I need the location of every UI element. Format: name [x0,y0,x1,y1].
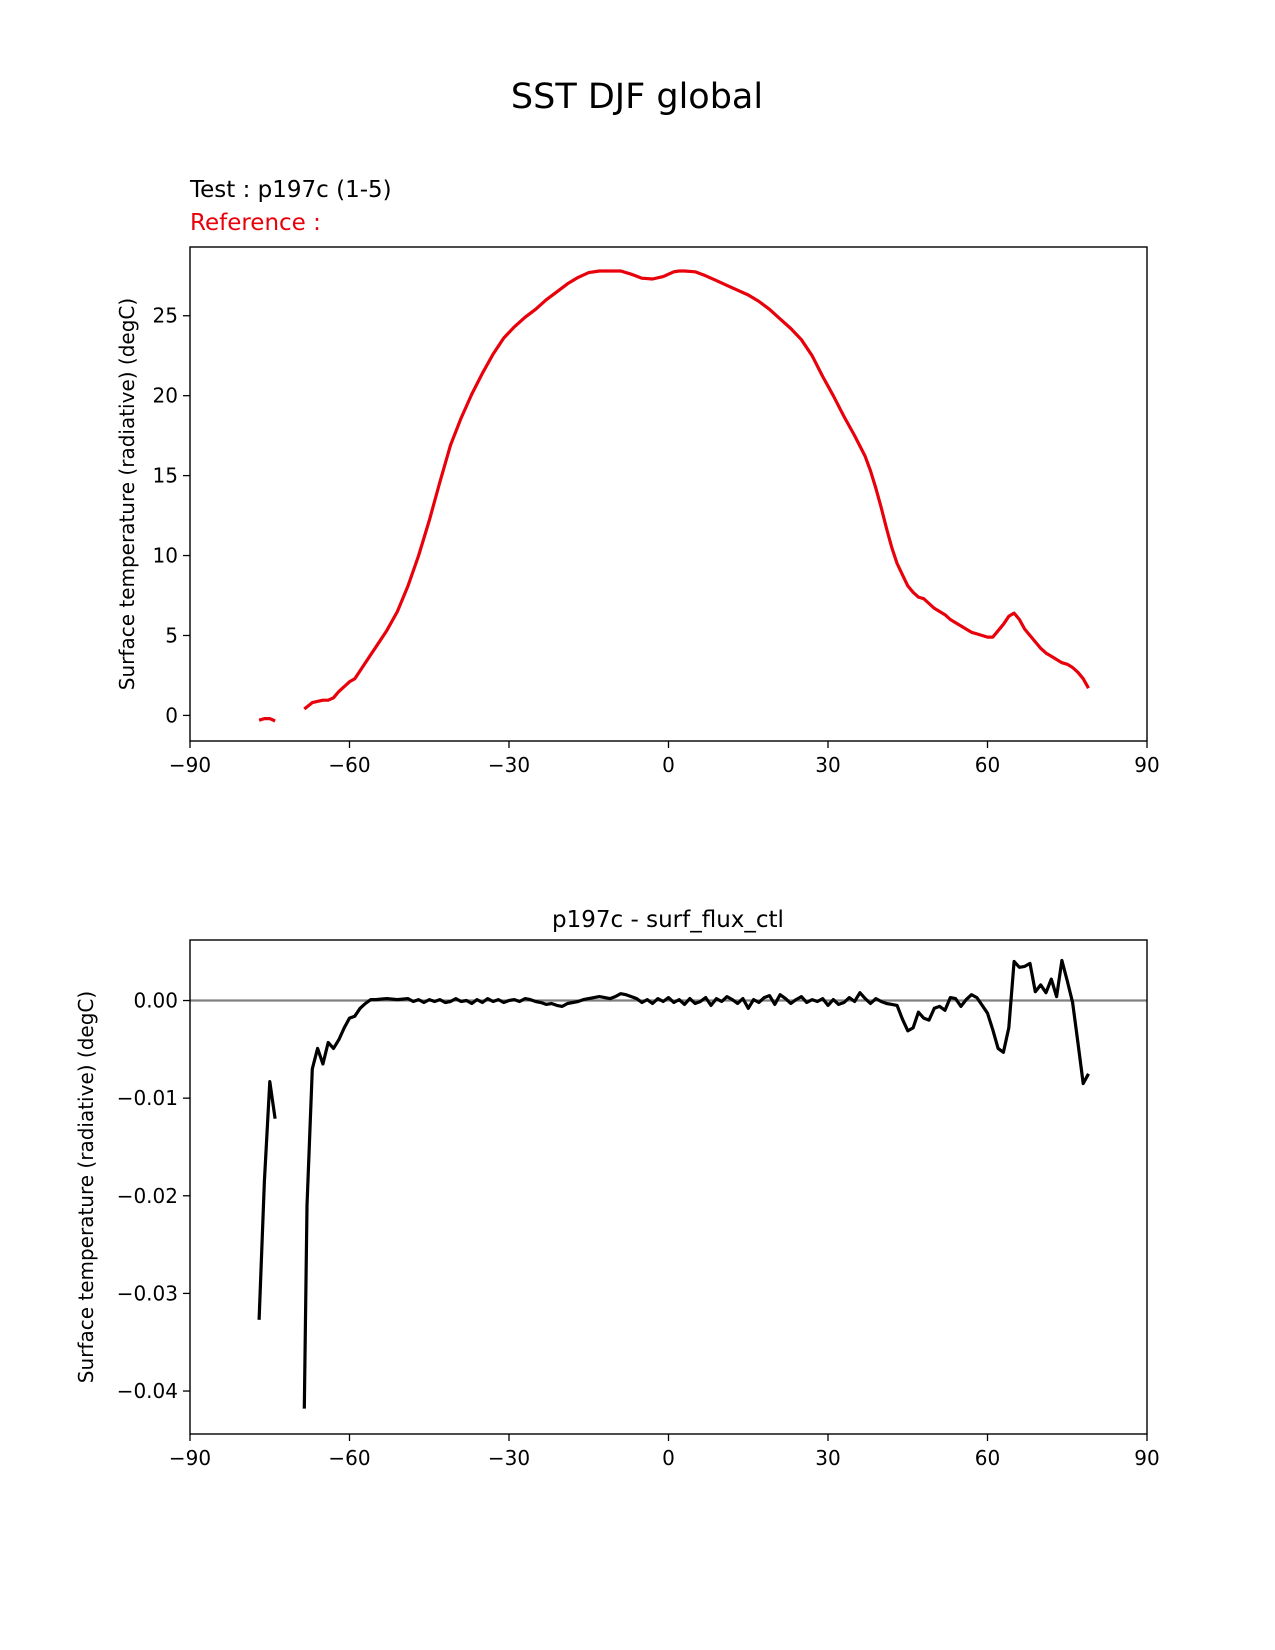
top-ytick-label: 10 [153,544,178,568]
top-x-axis: −90 −60 −30 0 30 60 90 [169,741,1160,777]
top-xtick-label: 60 [975,753,1000,777]
top-xtick-label: −60 [328,753,370,777]
bot-xtick-label: 30 [815,1446,840,1470]
bot-xtick-label: 60 [975,1446,1000,1470]
figure-title: SST DJF global [511,77,763,117]
top-ytick-label: 25 [153,304,178,328]
top-series-line [303,269,1090,711]
top-y-axis: 0 5 10 15 20 25 [153,304,190,727]
bot-xtick-label: 0 [662,1446,675,1470]
top-xtick-label: −90 [169,753,211,777]
top-ytick-label: 20 [153,384,178,408]
top-panel: Test : p197c (1-5) Reference : −90 −60 −30… [115,177,1160,777]
top-series [258,269,1090,723]
bot-xtick-label: 90 [1134,1446,1159,1470]
top-ytick-label: 5 [165,623,178,647]
top-y-axis-label: Surface temperature (radiative) (degC) [115,298,139,690]
bottom-x-axis: −90 −60 −30 0 30 60 90 [169,1434,1160,1470]
bot-series-line [257,1079,277,1320]
top-series-line [258,716,276,723]
bot-ytick-label: −0.02 [117,1184,178,1208]
bottom-series [190,958,1147,1409]
bot-series-line [302,958,1090,1409]
bot-ytick-label: −0.01 [117,1086,178,1110]
top-axes-frame [189,246,1148,742]
bot-ytick-label: −0.03 [117,1281,178,1305]
top-xtick-label: 30 [815,753,840,777]
bot-ytick-label: −0.04 [117,1379,178,1403]
bot-xtick-label: −30 [488,1446,530,1470]
bottom-title: p197c - surf_flux_ctl [552,907,784,933]
top-ytick-label: 15 [153,464,178,488]
top-ytick-label: 0 [165,703,178,727]
bot-xtick-label: −90 [169,1446,211,1470]
bottom-y-axis-label: Surface temperature (radiative) (degC) [74,991,98,1383]
top-xtick-label: 90 [1134,753,1159,777]
top-title-test: Test : p197c (1-5) [189,177,392,203]
top-title-reference: Reference : [190,210,321,236]
top-xtick-label: −30 [488,753,530,777]
bottom-panel: p197c - surf_flux_ctl −90 −60 −30 0 30 60 90 0… [74,907,1160,1470]
bot-ytick-label: 0.00 [133,989,178,1013]
bottom-axes-frame [189,939,1148,1435]
top-xtick-label: 0 [662,753,675,777]
bot-xtick-label: −60 [328,1446,370,1470]
bottom-y-axis: 0.00 −0.01 −0.02 −0.03 −0.04 [117,989,190,1403]
